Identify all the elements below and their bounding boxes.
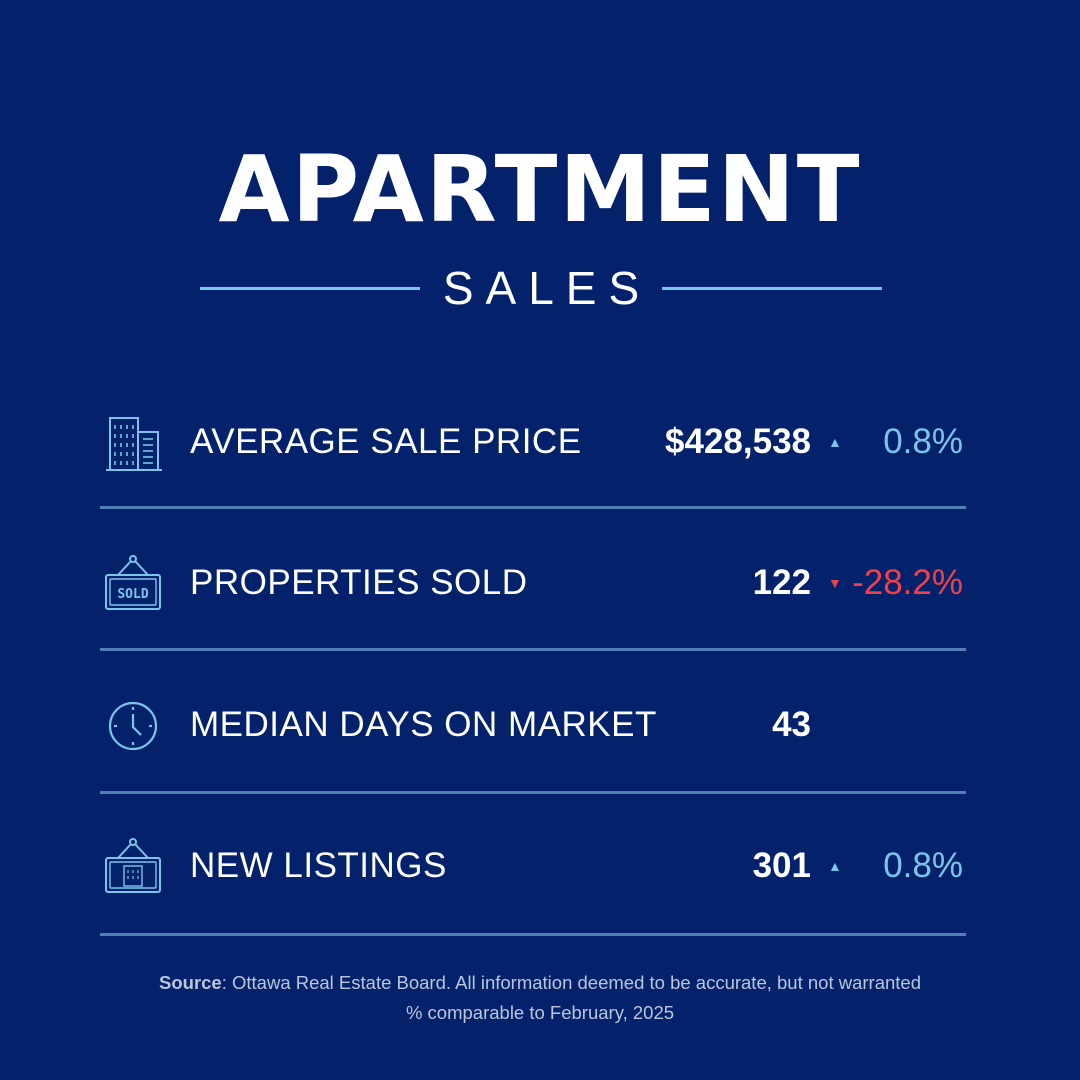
page-subtitle: SALES (442, 262, 652, 314)
up-arrow-icon: ▲ (828, 434, 842, 450)
stat-value: 301 (752, 846, 811, 885)
stat-change: -28.2% (852, 563, 963, 602)
stat-label: MEDIAN DAYS ON MARKET (190, 705, 657, 744)
source-text: : Ottawa Real Estate Board. All informat… (221, 972, 921, 993)
sold-sign-icon: SOLD (100, 551, 166, 617)
comparison-line: % comparable to February, 2025 (405, 1002, 675, 1023)
stat-row-properties-sold: SOLD PROPERTIES SOLD 122 ▼ -28.2% (100, 543, 966, 623)
listing-sign-icon (100, 834, 166, 900)
sold-sign-text: SOLD (117, 587, 148, 602)
subtitle-line-right (662, 287, 882, 290)
stat-value: 43 (772, 705, 811, 744)
source-label: Source (159, 972, 222, 993)
stat-value: $428,538 (665, 422, 811, 461)
up-arrow-icon: ▲ (828, 858, 842, 874)
down-arrow-icon: ▼ (828, 575, 842, 591)
row-divider (100, 648, 966, 651)
row-divider (100, 933, 966, 936)
stat-label: AVERAGE SALE PRICE (190, 422, 582, 461)
page-title: APARTMENT (218, 136, 862, 243)
stat-label: NEW LISTINGS (190, 846, 447, 885)
stat-change: 0.8% (883, 422, 963, 461)
stat-value: 122 (752, 563, 811, 602)
subtitle-line-left (200, 287, 420, 290)
source-line: Source: Ottawa Real Estate Board. All in… (0, 968, 1080, 998)
clock-icon (100, 693, 166, 759)
stat-label: PROPERTIES SOLD (190, 563, 528, 602)
stat-row-median-days: MEDIAN DAYS ON MARKET 43 (100, 685, 966, 765)
stat-row-new-listings: NEW LISTINGS 301 ▲ 0.8% (100, 826, 966, 906)
building-icon (100, 410, 166, 476)
row-divider (100, 791, 966, 794)
stat-row-average-sale-price: AVERAGE SALE PRICE $428,538 ▲ 0.8% (100, 402, 966, 482)
row-divider (100, 506, 966, 509)
stat-change: 0.8% (883, 846, 963, 885)
footer-note: Source: Ottawa Real Estate Board. All in… (0, 968, 1080, 1028)
subtitle-row: SALES (200, 258, 882, 318)
